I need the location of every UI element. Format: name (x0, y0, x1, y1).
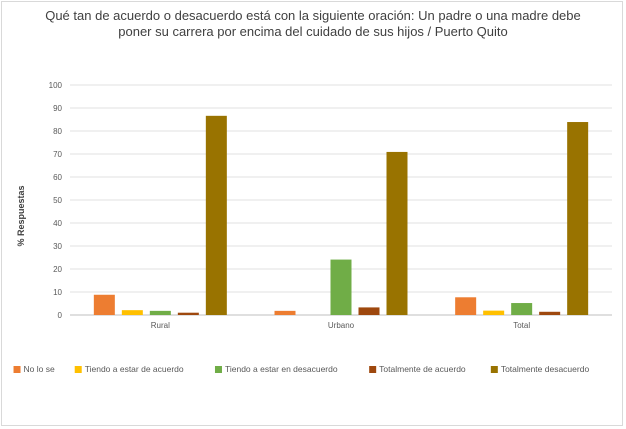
legend-label: Totalmente de acuerdo (379, 364, 466, 374)
y-tick-label: 10 (53, 288, 62, 297)
bar-urbano-series-0 (274, 310, 296, 315)
y-tick-label: 20 (53, 265, 62, 274)
y-tick-label: 90 (53, 104, 62, 113)
x-tick-labels: Rural Urbano Total (151, 321, 531, 330)
bar-rural-series-0 (93, 294, 115, 315)
bar-total-series-3 (539, 311, 561, 315)
legend-label: Totalmente desacuerdo (501, 364, 590, 374)
legend-swatch (214, 366, 222, 373)
legend-swatch (490, 366, 498, 373)
legend-swatch (369, 366, 377, 373)
x-tick-label: Rural (151, 321, 170, 330)
y-tick-label: 60 (53, 173, 62, 182)
legend-label: No lo se (24, 364, 55, 374)
y-tick-label: 70 (53, 150, 62, 159)
y-tick-label: 50 (53, 196, 62, 205)
bar-total-series-4 (567, 122, 589, 315)
chart-title: Qué tan de acuerdo o desacuerdo está con… (45, 8, 581, 39)
x-tick-label: Urbano (328, 321, 355, 330)
bar-total-series-0 (455, 297, 477, 315)
bar-rural-series-1 (121, 310, 143, 315)
bars (93, 115, 589, 315)
legend-swatch (74, 366, 82, 373)
bar-urbano-series-3 (358, 307, 380, 315)
y-tick-label: 40 (53, 219, 62, 228)
bar-total-series-2 (511, 303, 533, 315)
legend-label: Tiendo a estar de acuerdo (85, 364, 184, 374)
legend-swatch (13, 366, 21, 373)
legend: No lo se Tiendo a estar de acuerdo Tiendo … (13, 364, 590, 374)
bar-rural-series-2 (149, 310, 171, 315)
bar-total-series-1 (483, 310, 505, 315)
bar-urbano-series-4 (386, 151, 408, 315)
y-tick-label: 0 (58, 311, 63, 320)
y-tick-label: 100 (49, 81, 63, 90)
bar-rural-series-4 (205, 115, 227, 315)
y-axis-label: % Respuestas (16, 185, 26, 246)
bar-rural-series-3 (177, 312, 199, 315)
y-tick-labels: 0 10 20 30 40 50 60 70 80 90 100 (49, 81, 63, 320)
legend-label: Tiendo a estar en desacuerdo (225, 364, 338, 374)
x-tick-label: Total (513, 321, 530, 330)
bar-urbano-series-2 (330, 259, 352, 315)
y-tick-label: 80 (53, 127, 62, 136)
y-tick-label: 30 (53, 242, 62, 251)
